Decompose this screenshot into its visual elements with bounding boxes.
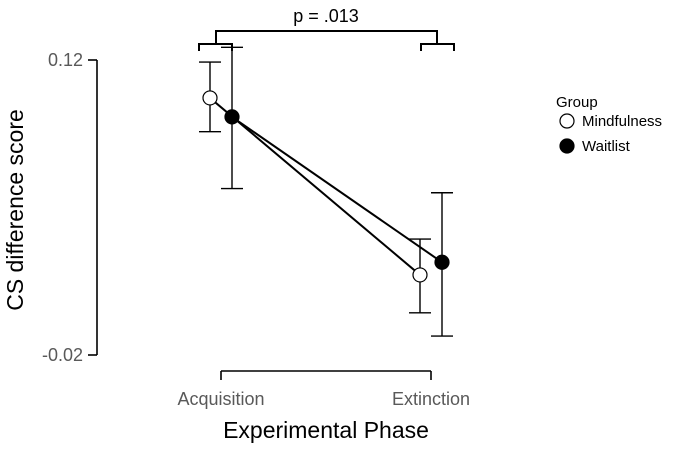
legend-label: Mindfulness bbox=[582, 113, 662, 130]
bracket-main bbox=[215, 30, 438, 44]
y-tick-label: -0.02 bbox=[42, 345, 83, 365]
legend-label: Waitlist bbox=[582, 138, 631, 155]
legend: Group Mindfulness Waitlist bbox=[556, 94, 662, 155]
mindfulness-point bbox=[202, 90, 218, 106]
axes: -0.02 0.12 CS difference score Acquisition E… bbox=[2, 50, 470, 443]
series-line bbox=[209, 97, 421, 276]
annotation-layer: p = .013 bbox=[198, 6, 455, 51]
y-axis-title: CS difference score bbox=[2, 109, 28, 311]
series-layer bbox=[199, 46, 453, 337]
x-axis-title: Experimental Phase bbox=[223, 417, 429, 443]
mindfulness-point bbox=[412, 267, 428, 283]
waitlist-point bbox=[224, 109, 240, 125]
legend-marker-mindfulness bbox=[559, 113, 575, 129]
x-tick-label: Extinction bbox=[392, 389, 470, 409]
bracket-right bbox=[420, 43, 455, 51]
y-tick-label: 0.12 bbox=[48, 50, 83, 70]
series-line bbox=[231, 116, 443, 264]
x-tick-label: Acquisition bbox=[177, 389, 264, 409]
significance-label: p = .013 bbox=[293, 6, 359, 26]
legend-marker-waitlist bbox=[559, 138, 575, 154]
waitlist-point bbox=[434, 254, 450, 270]
legend-title: Group bbox=[556, 94, 598, 111]
